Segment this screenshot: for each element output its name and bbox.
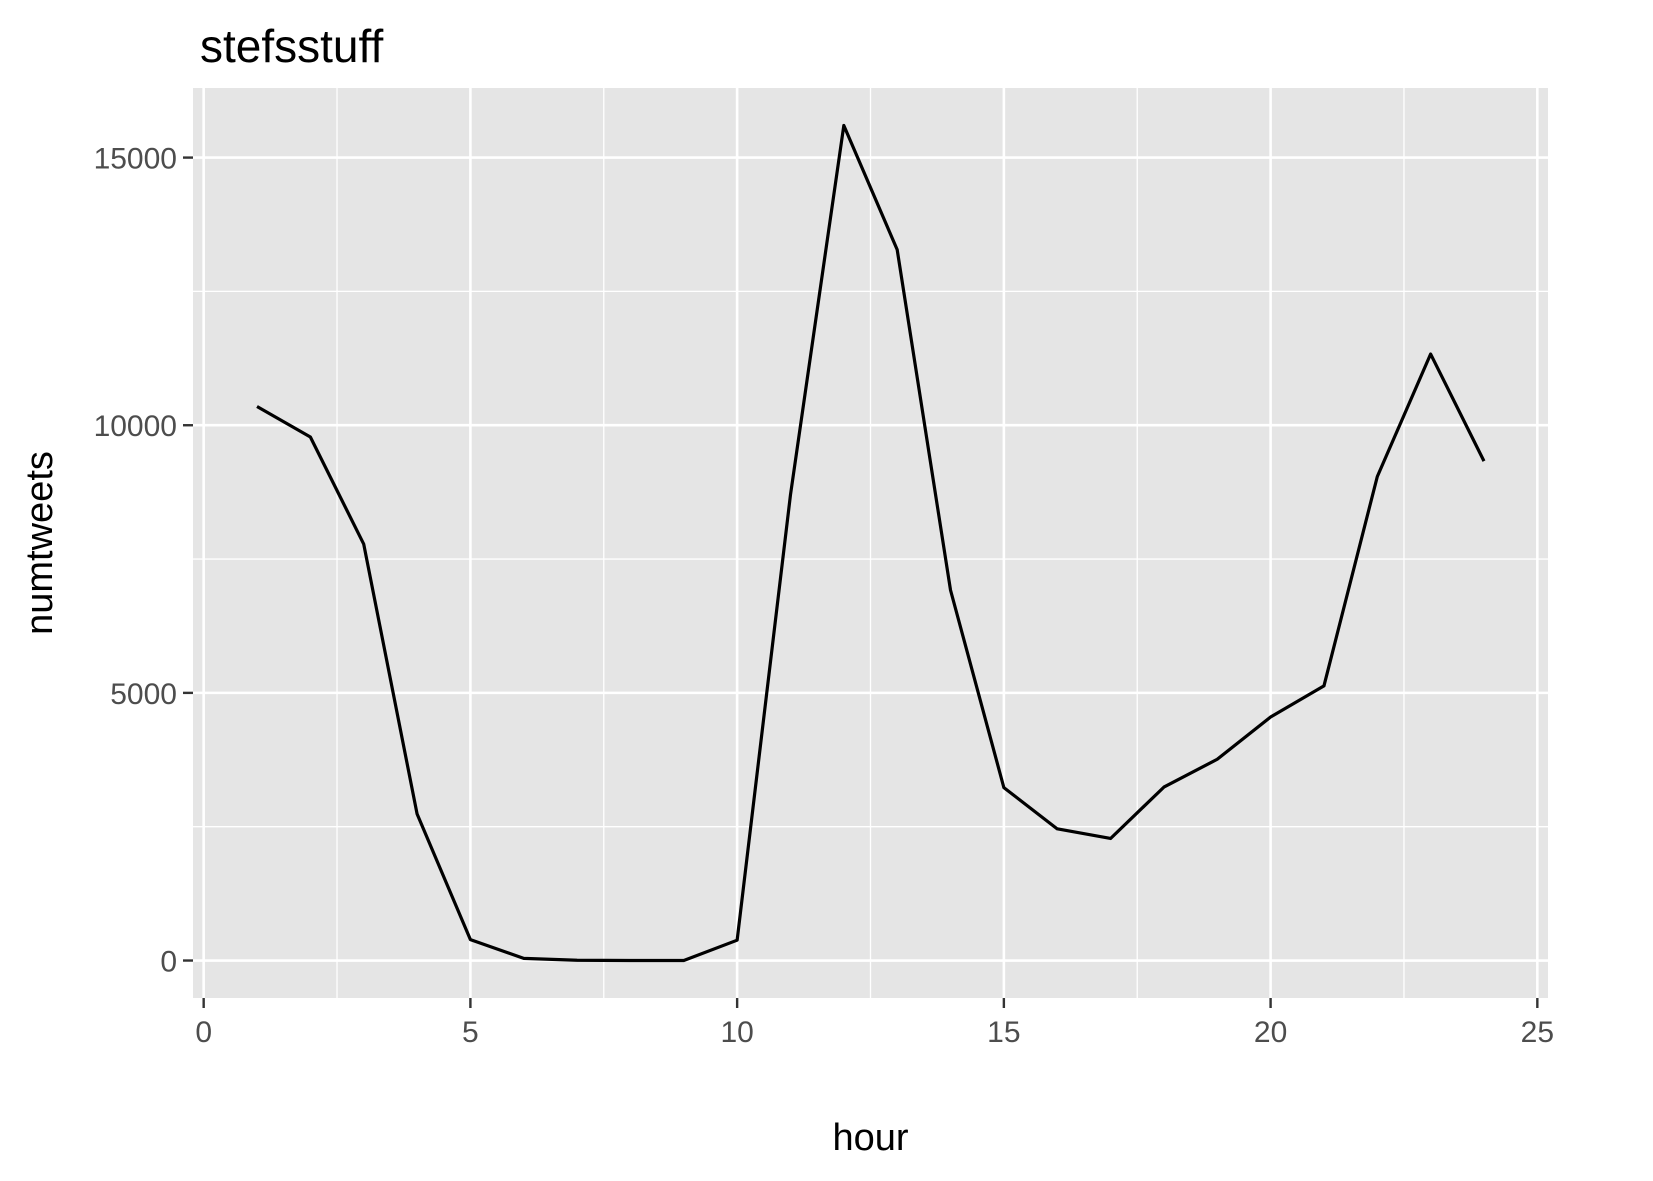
series-line-1 <box>256 123 1486 963</box>
y-tick-label: 15000 <box>94 143 177 176</box>
chart-title: stefsstuff <box>200 20 383 72</box>
x-tick-label: 20 <box>1254 1016 1287 1049</box>
x-tick-label: 15 <box>987 1016 1020 1049</box>
x-tick-label: 10 <box>720 1016 753 1049</box>
x-axis-title: hour <box>832 1117 908 1159</box>
x-tick-label: 25 <box>1521 1016 1554 1049</box>
y-tick-label: 0 <box>160 946 177 979</box>
y-axis-title: numtweets <box>19 451 61 635</box>
x-tick-label: 5 <box>462 1016 479 1049</box>
y-tick-label: 10000 <box>94 410 177 443</box>
y-tick-label: 5000 <box>110 678 177 711</box>
major-gridlines <box>193 88 1548 998</box>
x-tick-label: 0 <box>195 1016 212 1049</box>
series-layer <box>256 123 1486 963</box>
y-axis: 0 5000 10000 15000 <box>94 143 193 979</box>
minor-gridlines <box>193 88 1548 998</box>
x-axis: 0 5 10 15 20 25 <box>195 998 1554 1049</box>
